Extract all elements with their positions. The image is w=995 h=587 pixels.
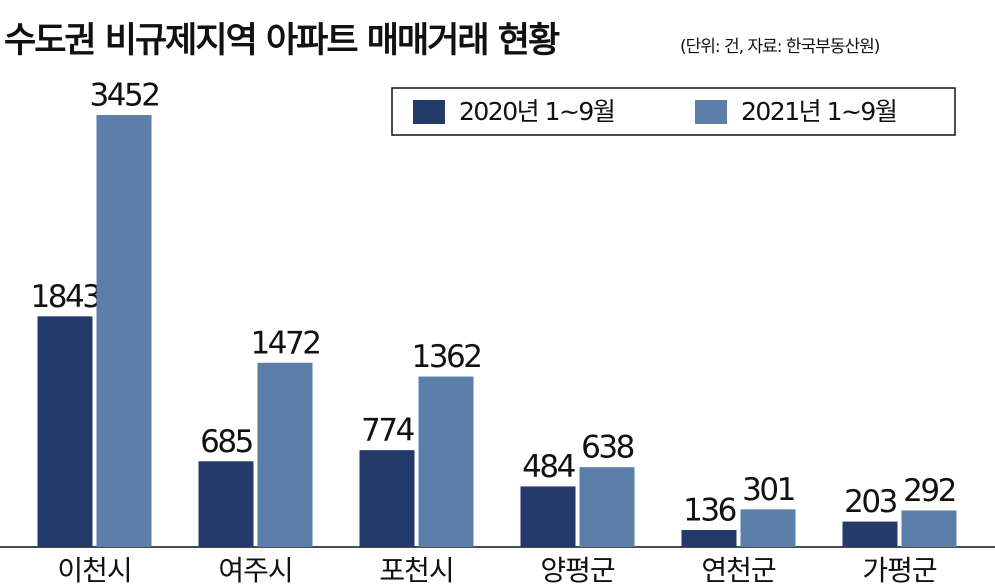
chart-title: 수도권 비규제지역 아파트 매매거래 현황	[4, 21, 560, 61]
bar	[359, 450, 415, 547]
value-label: 484	[522, 449, 574, 485]
bar	[257, 362, 313, 547]
chart-subtitle: (단위: 건, 자료: 한국부동산원)	[680, 37, 880, 57]
bar	[520, 486, 576, 547]
x-tick-label: 이천시	[57, 554, 131, 587]
value-label: 774	[361, 413, 413, 449]
legend-label: 2021년 1~9월	[741, 97, 896, 126]
value-label: 685	[200, 424, 252, 460]
x-tick-label: 양평군	[540, 554, 615, 587]
value-label: 203	[844, 484, 896, 520]
value-label: 136	[683, 492, 735, 528]
bar	[681, 529, 737, 547]
value-label: 292	[903, 473, 955, 509]
x-tick-label: 연천군	[701, 554, 776, 587]
bar	[96, 115, 152, 547]
legend-label: 2020년 1~9월	[459, 97, 614, 126]
value-label: 638	[581, 430, 633, 466]
value-label: 1843	[31, 279, 101, 315]
value-label: 3452	[90, 78, 159, 114]
value-label: 1362	[412, 339, 481, 375]
bar	[901, 510, 957, 547]
bar	[418, 376, 474, 547]
x-tick-label: 가평군	[862, 554, 937, 587]
bar	[198, 461, 254, 547]
bar	[842, 521, 898, 547]
bar	[37, 316, 93, 547]
bar	[579, 467, 635, 547]
legend-box	[391, 87, 956, 136]
legend-swatch	[413, 100, 445, 124]
value-label: 1472	[251, 325, 320, 361]
x-tick-label: 포천시	[379, 554, 453, 587]
bar	[740, 509, 796, 547]
legend-swatch	[695, 100, 727, 124]
x-tick-label: 여주시	[218, 554, 292, 587]
value-label: 301	[742, 472, 794, 508]
